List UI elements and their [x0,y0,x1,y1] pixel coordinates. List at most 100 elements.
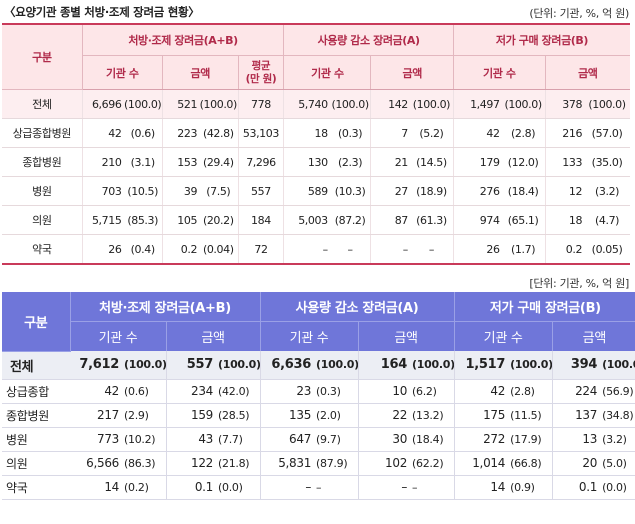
header-group-lowprice: 저가 구매 장려금(B) [453,292,635,322]
share-cell: – [410,475,455,500]
share-cell: (11.5) [508,403,553,428]
share-cell: (21.8) [216,451,261,476]
table-row: 전체 6,696 (100.0) 521 (100.0) 778 5,740 (100.0) 1… [2,89,630,119]
row-label: 전체 [2,89,83,119]
value-cell: 175 [454,403,509,428]
value-cell: 26 [452,234,502,265]
value-cell: 378 [544,89,585,119]
row-label: 약국 [2,475,70,500]
share-cell: (0.3) [314,379,359,404]
share-cell: (2.8) [501,118,546,148]
share-cell: (9.7) [314,427,359,452]
subheader-amount: 금액 [357,321,455,351]
value-cell: 18 [283,118,330,148]
share-cell: (100.0) [501,89,546,119]
value-cell: 13 [552,427,601,452]
share-cell: (2.0) [314,403,359,428]
subheader-amount: 금액 [544,55,630,90]
value-cell: 234 [166,379,216,404]
value-cell: 272 [454,427,509,452]
value-cell: 703 [81,176,124,206]
value-cell: 647 [260,427,315,452]
header-group-usage: 사용량 감소 장려금(A) [259,292,455,322]
subheader-average-text: 평균 (만 원) [245,59,277,85]
value-cell: 5,740 [283,89,330,119]
share-cell: (18.4) [501,176,546,206]
value-cell: 102 [358,451,411,476]
value-cell: 974 [452,205,502,235]
subheader-count: 기관 수 [453,321,553,351]
subheader-count: 기관 수 [259,321,359,351]
share-cell: (100.0) [123,89,163,119]
value-cell: 210 [81,147,124,177]
share-cell: (1.7) [501,234,546,265]
table1-caption: 〈요양기관 종별 처방·조제 장려금 현황〉 [4,5,200,19]
table-row: 종합병원 217 (2.9) 159 (28.5) 135 (2.0) 22 (13.2) 175… [2,403,635,428]
subheader-count: 기관 수 [81,55,163,90]
share-cell: (85.3) [123,205,163,235]
value-cell: 130 [283,147,330,177]
share-cell: (0.0) [600,475,635,500]
table-row: 약국 14 (0.2) 0.1 (0.0) – – – –14 (0.9) 0.1 (0.0) [2,475,635,500]
share-cell: (42.8) [199,118,239,148]
table-row: 병원 703 (10.5) 39 (7.5) 557 589 (10.3) 27 (18.9) 27… [2,176,630,206]
value-cell: 5,831 [260,451,315,476]
value-cell: – [370,234,410,265]
value-cell: 153 [161,147,200,177]
value-cell: 30 [358,427,411,452]
value-cell: 142 [370,89,410,119]
share-cell: (0.04) [199,234,239,265]
share-cell: (13.2) [410,403,455,428]
value-cell: 5,003 [283,205,330,235]
value-cell: 1,517 [454,351,509,380]
share-cell: (86.3) [122,451,167,476]
value-cell: 21 [370,147,410,177]
value-cell: 521 [161,89,200,119]
row-label: 전체 [2,351,70,380]
share-cell: (100.0) [122,351,167,380]
header-group-lowprice: 저가 구매 장려금(B) [452,23,630,56]
value-cell: 7,612 [70,351,122,380]
share-cell: (5.2) [409,118,454,148]
row-label: 상급종합병원 [2,118,83,148]
subheader-count: 기관 수 [69,321,166,351]
value-cell: 224 [552,379,601,404]
share-cell: (100.0) [508,351,553,380]
value-cell: 105 [161,205,200,235]
value-cell: 179 [452,147,502,177]
value-cell: 23 [260,379,315,404]
share-cell: (2.9) [122,403,167,428]
subheader-amount: 금액 [551,321,635,351]
table-row: 상급종합병원 42 (0.6) 223 (42.8) 53,103 18 (0.3) 7 (5.2… [2,118,630,148]
share-cell: (0.2) [122,475,167,500]
value-cell: 26 [81,234,124,265]
table1-incentive-status: 구분 처방·조제 장려금(A+B) 사용량 감소 장려금(A) 저가 구매 장려… [2,23,630,265]
share-cell: (0.05) [584,234,630,265]
share-cell: (0.6) [122,379,167,404]
share-cell: (12.0) [501,147,546,177]
value-cell: 42 [81,118,124,148]
share-cell: (4.7) [584,205,630,235]
share-cell: (28.5) [216,403,261,428]
value-cell: 22 [358,403,411,428]
share-cell: – [314,475,359,500]
value-cell: 7,296 [237,147,284,177]
share-cell: (3.2) [600,427,635,452]
share-cell: (10.5) [123,176,163,206]
share-cell: (0.0) [216,475,261,500]
header-category: 구분 [2,23,83,90]
share-cell: (56.9) [600,379,635,404]
table-row: 전체 7,612 (100.0) 557 (100.0) 6,636 (100.0) 164(… [2,351,635,380]
value-cell: 773 [70,427,122,452]
table-row: 종합병원 210 (3.1) 153 (29.4) 7,296 130 (2.3) 21 (14.… [2,147,630,177]
row-label: 종합병원 [2,147,83,177]
share-cell: (5.0) [600,451,635,476]
value-cell: 53,103 [237,118,284,148]
share-cell: (34.8) [600,403,635,428]
share-cell: (100.0) [409,89,454,119]
share-cell: (100.0) [584,89,630,119]
header-group-usage: 사용량 감소 장려금(A) [283,23,454,56]
row-label: 병원 [2,176,83,206]
share-cell: (100.0) [216,351,261,380]
share-cell: (0.3) [329,118,371,148]
